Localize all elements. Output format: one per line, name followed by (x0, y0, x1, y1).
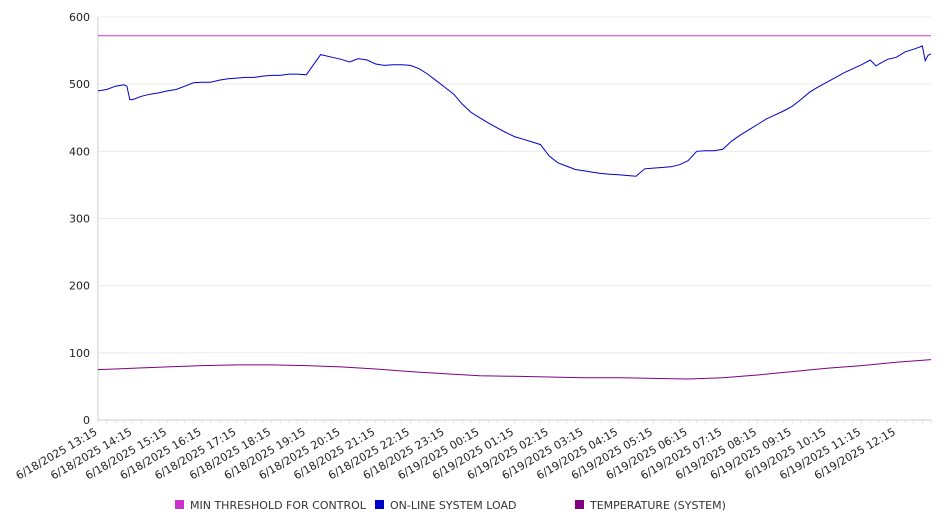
y-tick-label: 400 (69, 145, 90, 158)
y-tick-label: 300 (69, 213, 90, 226)
y-tick-label: 0 (83, 414, 90, 427)
series-line-3 (97, 359, 932, 380)
series-line-2 (97, 45, 932, 177)
legend-label: MIN THRESHOLD FOR CONTROL (190, 499, 367, 512)
legend-label: ON-LINE SYSTEM LOAD (390, 499, 516, 512)
y-tick-label: 500 (69, 78, 90, 91)
y-tick-label: 200 (69, 280, 90, 293)
legend-swatch (575, 500, 584, 509)
y-tick-label: 100 (69, 347, 90, 360)
legend-swatch (175, 500, 184, 509)
y-tick-label: 600 (69, 11, 90, 24)
legend-label: TEMPERATURE (SYSTEM) (589, 499, 726, 512)
legend-swatch (375, 500, 384, 509)
